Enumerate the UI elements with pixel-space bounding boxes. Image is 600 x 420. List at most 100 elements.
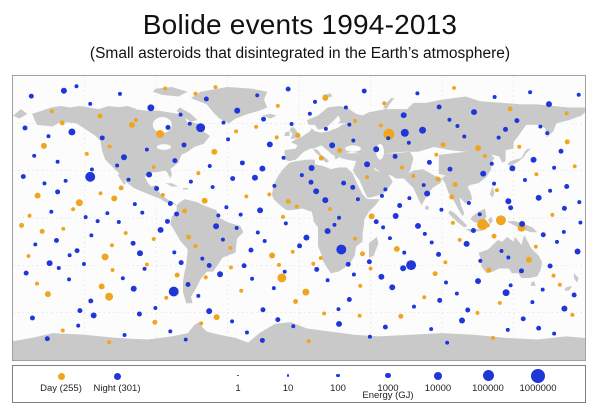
bolide-point xyxy=(463,240,470,247)
bolide-point xyxy=(564,139,570,145)
bolide-point xyxy=(230,176,236,181)
bolide-point xyxy=(34,192,41,199)
bolide-point xyxy=(558,148,564,154)
bolide-point xyxy=(351,272,356,277)
bolide-point xyxy=(365,175,370,180)
bolide-point xyxy=(540,232,546,238)
bolide-point xyxy=(508,205,514,211)
bolide-point xyxy=(347,122,352,127)
bolide-point xyxy=(411,304,416,309)
day-legend-dot-holder xyxy=(26,371,96,382)
bolide-point xyxy=(206,308,213,315)
bolide-point xyxy=(174,272,180,278)
bolide-point xyxy=(422,295,427,300)
bolide-point xyxy=(318,155,324,161)
bolide-point xyxy=(128,121,135,128)
bolide-point xyxy=(505,327,510,332)
bolide-point xyxy=(311,261,316,266)
bolide-point xyxy=(306,339,311,344)
bolide-point xyxy=(33,242,38,247)
bolide-point xyxy=(358,283,363,288)
bolide-point xyxy=(200,256,205,261)
bolide-point xyxy=(26,254,31,259)
bolide-point xyxy=(241,263,247,269)
bolide-point xyxy=(447,117,452,122)
energy-scale-dot xyxy=(482,370,494,381)
bolide-point xyxy=(477,212,482,217)
bolide-point xyxy=(259,337,265,343)
bolide-point xyxy=(357,313,362,318)
bolide-point xyxy=(262,239,267,243)
bolide-point xyxy=(502,289,510,297)
bolide-point xyxy=(60,328,65,333)
bolide-point xyxy=(406,140,411,145)
bolide-point xyxy=(528,90,533,95)
bolide-point xyxy=(203,96,209,102)
bolide-point xyxy=(564,184,570,189)
bolide-point xyxy=(299,173,304,178)
bolide-point xyxy=(74,248,80,254)
night-legend-dot-holder xyxy=(77,371,157,382)
bolide-point xyxy=(40,142,47,149)
bolide-point xyxy=(216,213,221,218)
bolide-point xyxy=(457,237,462,242)
bolide-point xyxy=(228,265,233,270)
bolide-point xyxy=(561,305,568,312)
bolide-point xyxy=(285,199,291,204)
bolide-point xyxy=(217,271,224,278)
bolide-point xyxy=(164,218,170,224)
bolide-point xyxy=(406,260,417,271)
bolide-point xyxy=(554,239,559,244)
bolide-point xyxy=(178,260,184,266)
bolide-point xyxy=(196,171,201,176)
bolide-point xyxy=(244,330,249,335)
bolide-point xyxy=(545,101,552,108)
bolide-point xyxy=(525,256,532,263)
bolide-point xyxy=(325,278,330,283)
bolide-point xyxy=(561,205,567,211)
bolide-point xyxy=(186,234,192,240)
bolide-point xyxy=(435,176,441,182)
bolide-point xyxy=(118,185,124,191)
bolide-point xyxy=(499,248,504,253)
bolide-point xyxy=(387,236,392,241)
world-map xyxy=(13,76,585,360)
bolide-point xyxy=(564,111,569,116)
bolide-point xyxy=(281,155,286,160)
bolide-point xyxy=(294,204,299,209)
bolide-point xyxy=(345,261,351,267)
bolide-point xyxy=(530,156,537,163)
bolide-point xyxy=(174,211,180,217)
bolide-point xyxy=(289,122,294,126)
bolide-point xyxy=(105,211,110,216)
bolide-point xyxy=(157,226,164,233)
energy-scale-value: 10000 xyxy=(424,383,452,394)
bolide-point xyxy=(95,219,100,224)
night-legend-dot xyxy=(113,373,121,380)
bolide-point xyxy=(389,284,396,291)
bolide-point xyxy=(361,88,367,94)
energy-scale-dot xyxy=(434,371,442,380)
bolide-point xyxy=(353,118,358,123)
bolide-point xyxy=(187,121,192,126)
bolide-point xyxy=(220,237,225,242)
bolide-point xyxy=(378,273,385,280)
bolide-point xyxy=(46,134,51,139)
bolide-point xyxy=(122,333,127,337)
bolide-point xyxy=(239,288,244,293)
bolide-point xyxy=(35,281,40,286)
bolide-point xyxy=(272,183,277,188)
bolide-point xyxy=(343,105,348,110)
energy-scale-dot-holder xyxy=(313,368,363,383)
bolide-point xyxy=(275,317,281,323)
bolide-point xyxy=(552,165,557,170)
bolide-point xyxy=(379,193,384,198)
day-legend-item: Day (255) xyxy=(26,371,96,394)
bolide-point xyxy=(400,265,407,272)
bolide-point xyxy=(27,213,32,218)
bolide-point xyxy=(183,337,188,342)
bolide-point xyxy=(280,214,285,219)
bolide-point xyxy=(336,244,347,255)
bolide-point xyxy=(355,197,360,202)
bolide-point xyxy=(67,253,72,258)
